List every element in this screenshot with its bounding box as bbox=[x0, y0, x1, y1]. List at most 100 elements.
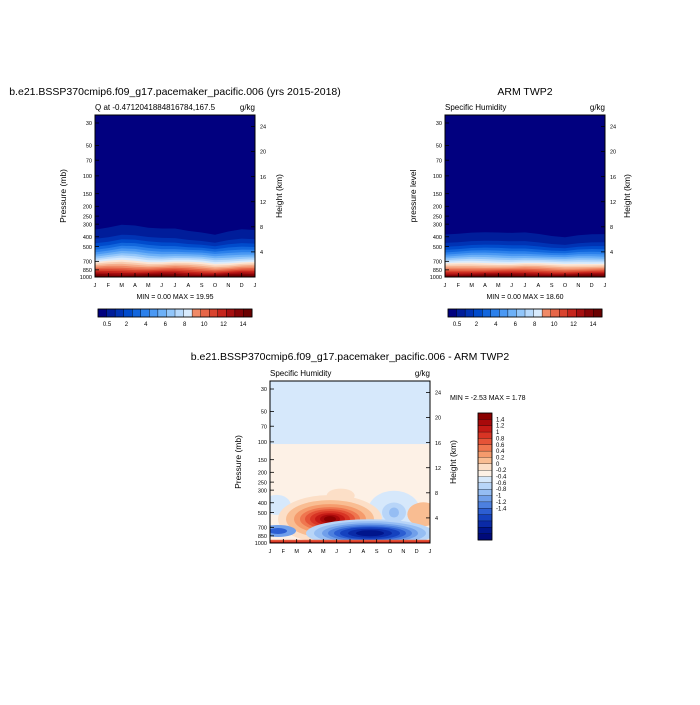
pressure-tick-label: 150 bbox=[258, 458, 267, 464]
pressure-tick-label: 400 bbox=[258, 501, 267, 507]
pressure-tick-label: 200 bbox=[83, 205, 92, 211]
pressure-tick-label: 700 bbox=[258, 526, 267, 532]
colorbar-swatch bbox=[477, 514, 493, 522]
colorbar-swatch bbox=[477, 533, 493, 541]
pressure-tick-label: 70 bbox=[86, 158, 92, 164]
model-panel-height-ticks: 24 20 16 12 8 4 bbox=[251, 125, 266, 256]
model-panel: b.e21.BSSP370cmip6.f09_g17.pacemaker_pac… bbox=[9, 86, 341, 328]
colorbar-swatch bbox=[217, 308, 227, 318]
month-tick-label: M bbox=[321, 549, 326, 555]
colorbar-swatch bbox=[490, 308, 500, 318]
colorbar-label: 14 bbox=[240, 322, 247, 328]
colorbar-swatch bbox=[477, 469, 493, 477]
colorbar-label: 10 bbox=[551, 322, 558, 328]
month-tick-label: S bbox=[200, 283, 204, 289]
model-panel-title: b.e21.BSSP370cmip6.f09_g17.pacemaker_pac… bbox=[9, 86, 341, 98]
colorbar-swatch bbox=[174, 308, 184, 318]
colorbar-label: 4 bbox=[494, 322, 498, 328]
colorbar-swatch bbox=[507, 308, 517, 318]
colorbar-swatch bbox=[140, 308, 150, 318]
obs-panel-title: ARM TWP2 bbox=[497, 86, 552, 98]
difference-panel-left-subtitle: Specific Humidity bbox=[270, 369, 331, 378]
obs-panel-ylabel: pressure level bbox=[408, 169, 418, 222]
month-tick-label: J bbox=[94, 283, 97, 289]
month-tick-label: M bbox=[469, 283, 474, 289]
pressure-tick-label: 250 bbox=[433, 214, 442, 220]
obs-panel-height-ticks: 24 20 16 12 8 4 bbox=[601, 125, 616, 256]
month-tick-label: J bbox=[510, 283, 513, 289]
colorbar-swatch bbox=[209, 308, 219, 318]
pressure-tick-label: 850 bbox=[258, 534, 267, 540]
height-tick-label: 8 bbox=[260, 225, 263, 231]
pressure-tick-label: 500 bbox=[258, 511, 267, 517]
month-tick-label: J bbox=[174, 283, 177, 289]
colorbar-swatch bbox=[183, 308, 193, 318]
colorbar-label: 1.2 bbox=[496, 424, 505, 430]
colorbar-swatch bbox=[473, 308, 483, 318]
month-tick-label: J bbox=[335, 549, 338, 555]
colorbar-swatch bbox=[477, 425, 493, 433]
colorbar-swatch bbox=[477, 489, 493, 496]
pressure-tick-label: 50 bbox=[86, 144, 92, 150]
month-tick-label: F bbox=[282, 549, 286, 555]
colorbar-swatch bbox=[191, 308, 202, 318]
colorbar-swatch bbox=[97, 308, 107, 318]
month-tick-label: J bbox=[254, 283, 257, 289]
colorbar-swatch bbox=[516, 308, 526, 318]
pressure-tick-label: 300 bbox=[83, 222, 92, 228]
obs-panel-stats: MIN = 0.00 MAX = 18.60 bbox=[486, 294, 563, 301]
obs-panel-colorbar: 0.5 2 4 6 8 10 12 14 bbox=[447, 308, 603, 328]
colorbar-label: 6 bbox=[514, 322, 518, 328]
height-tick-label: 12 bbox=[610, 200, 616, 206]
colorbar-label: 2 bbox=[125, 322, 129, 328]
colorbar-frame bbox=[97, 308, 253, 318]
colorbar-label: -0.8 bbox=[496, 487, 507, 493]
pressure-tick-label: 400 bbox=[433, 235, 442, 241]
colorbar-swatch bbox=[477, 412, 493, 420]
pressure-tick-label: 300 bbox=[258, 488, 267, 494]
colorbar-swatch bbox=[477, 482, 493, 490]
colorbar-swatch bbox=[524, 308, 534, 318]
difference-panel-stats: MIN = -2.53 MAX = 1.78 bbox=[450, 395, 526, 402]
difference-panel: b.e21.BSSP370cmip6.f09_g17.pacemaker_pac… bbox=[191, 351, 526, 555]
height-tick-label: 20 bbox=[435, 416, 441, 422]
colorbar-label: -1.4 bbox=[496, 506, 507, 512]
height-tick-label: 4 bbox=[610, 250, 613, 256]
difference-panel-ylabel-right: Height (km) bbox=[448, 440, 458, 484]
colorbar-swatch bbox=[499, 308, 509, 318]
colorbar-swatch bbox=[114, 308, 125, 318]
colorbar-label: -0.2 bbox=[496, 468, 507, 474]
model-panel-ylabel-right: Height (km) bbox=[274, 174, 284, 218]
colorbar-swatch bbox=[477, 450, 493, 458]
pressure-tick-label: 850 bbox=[83, 268, 92, 274]
pressure-tick-label: 500 bbox=[83, 245, 92, 251]
obs-panel-field bbox=[445, 115, 605, 277]
month-tick-label: J bbox=[429, 549, 432, 555]
pressure-tick-label: 50 bbox=[261, 410, 267, 416]
colorbar-swatch bbox=[477, 527, 493, 534]
difference-panel-right-subtitle: g/kg bbox=[415, 369, 430, 378]
anomaly-patch bbox=[389, 507, 399, 518]
pressure-tick-label: 400 bbox=[83, 235, 92, 241]
colorbar-swatch bbox=[477, 419, 493, 427]
colorbar-label: 12 bbox=[220, 322, 227, 328]
pressure-tick-label: 300 bbox=[433, 222, 442, 228]
month-tick-label: M bbox=[496, 283, 501, 289]
month-tick-label: F bbox=[457, 283, 461, 289]
pressure-tick-label: 850 bbox=[433, 268, 442, 274]
pressure-tick-label: 100 bbox=[433, 174, 442, 180]
month-tick-label: M bbox=[146, 283, 151, 289]
colorbar-label: 0.4 bbox=[496, 449, 505, 455]
pressure-tick-label: 150 bbox=[433, 192, 442, 198]
colorbar-swatch bbox=[593, 308, 603, 318]
colorbar-swatch bbox=[200, 308, 210, 318]
pressure-tick-label: 30 bbox=[436, 121, 442, 127]
dry-anomaly-contour bbox=[356, 530, 384, 537]
obs-panel-ylabel-right: Height (km) bbox=[622, 174, 632, 218]
colorbar-label: 8 bbox=[533, 322, 537, 328]
pressure-tick-label: 200 bbox=[433, 205, 442, 211]
month-tick-label: F bbox=[107, 283, 111, 289]
colorbar-label: -1 bbox=[496, 494, 502, 500]
